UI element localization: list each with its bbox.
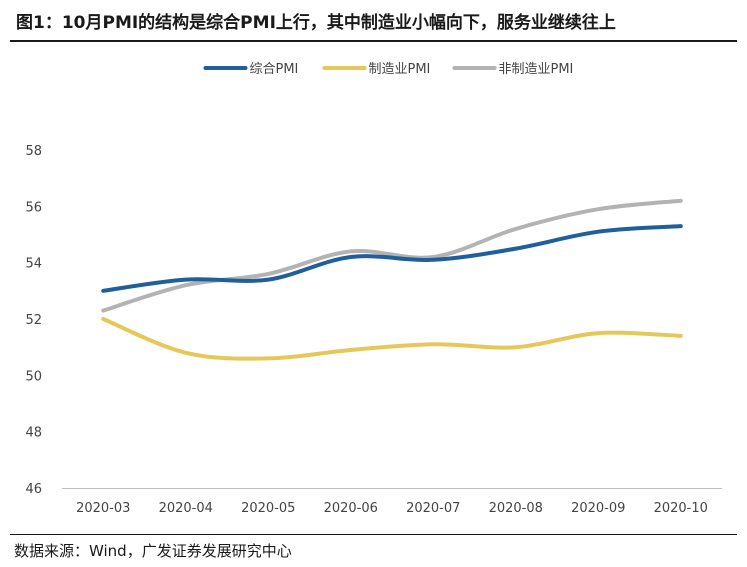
y-tick-label-56: 56 (25, 200, 42, 215)
x-tick-label-2020-05: 2020-05 (241, 501, 295, 516)
x-axis: 2020-03 2020-04 2020-05 2020-06 2020-07 2020-… (62, 488, 722, 516)
x-tick-label-2020-04: 2020-04 (159, 501, 213, 516)
legend-label-2: 制造业PMI (369, 62, 431, 77)
x-tick-label-2020-10: 2020-10 (654, 501, 708, 516)
legend-label-3: 非制造业PMI (499, 62, 574, 77)
legend: 综合PMI 制造业PMI 非制造业PMI (203, 62, 574, 77)
source-note: 数据来源：Wind，广发证券发展研究中心 (14, 542, 292, 560)
y-tick-label-46: 46 (25, 482, 42, 497)
series-lines (101, 198, 683, 361)
y-tick-label-58: 58 (25, 144, 42, 159)
x-tick-label-2020-06: 2020-06 (324, 501, 378, 516)
x-tick-label-2020-03: 2020-03 (76, 501, 130, 516)
series-line-2 (101, 317, 683, 361)
chart-title: 图1：10月PMI的结构是综合PMI上行，其中制造业小幅向下，服务业继续往上 (16, 13, 616, 33)
title-rule (10, 40, 737, 42)
y-tick-label-54: 54 (25, 257, 42, 272)
y-axis: 46 48 50 52 54 56 58 (25, 144, 42, 497)
x-tick-label-2020-08: 2020-08 (489, 501, 543, 516)
series-line-3 (101, 198, 683, 313)
series-line-1 (101, 224, 683, 293)
x-tick-label-2020-09: 2020-09 (571, 501, 625, 516)
x-tick-label-2020-07: 2020-07 (406, 501, 460, 516)
y-tick-label-52: 52 (25, 313, 42, 328)
source-rule (10, 534, 737, 535)
legend-label-1: 综合PMI (250, 62, 299, 77)
y-tick-label-48: 48 (25, 426, 42, 441)
y-tick-label-50: 50 (25, 369, 42, 384)
